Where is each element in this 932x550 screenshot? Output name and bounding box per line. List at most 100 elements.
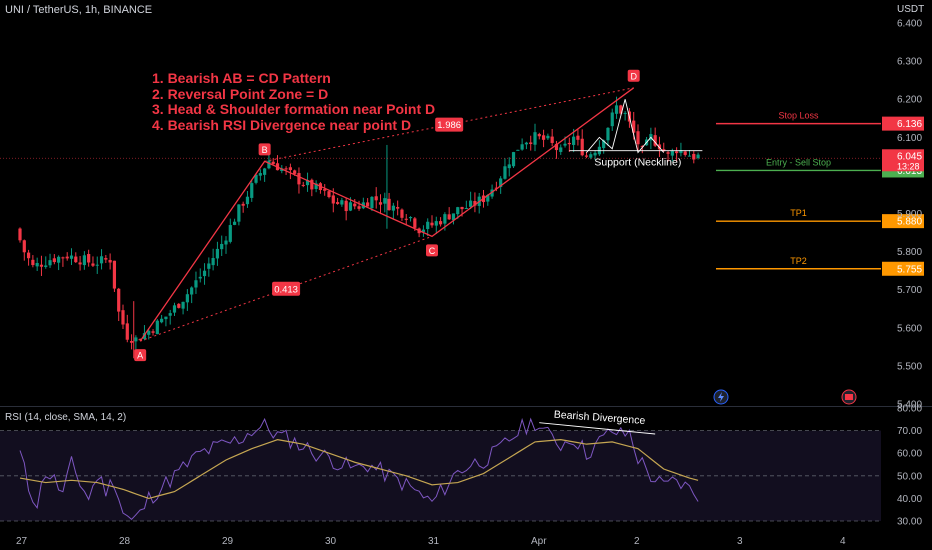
candle-body — [464, 207, 468, 209]
candle-body — [202, 270, 207, 277]
level-price-text: 6.136 — [897, 119, 922, 130]
note-line: 3. Head & Shoulder formation near Point … — [152, 101, 436, 117]
rsi-tick-label: 30.00 — [897, 517, 922, 528]
rsi-band-fill — [0, 430, 881, 521]
candle-body — [271, 161, 275, 165]
candle-body — [224, 240, 228, 245]
candle-body — [31, 259, 35, 266]
candle-body — [696, 154, 700, 159]
candle-body — [91, 263, 95, 266]
neckline-label: Support (Neckline) — [594, 157, 681, 169]
price-axis: 6.400 6.300 6.200 6.100 5.900 5.800 5.700 5.600… — [897, 19, 922, 411]
candle-body — [503, 166, 507, 179]
candle-body — [82, 255, 86, 266]
candle-body — [108, 259, 112, 263]
candle-body — [679, 150, 683, 154]
lightning-icon-glyph — [718, 392, 724, 402]
candle-body — [147, 330, 151, 335]
candle-body — [451, 213, 456, 221]
time-tick-label: 27 — [16, 536, 28, 547]
candle-body — [164, 316, 168, 320]
divergence-line — [539, 422, 656, 435]
candle-body — [353, 203, 357, 207]
candle-body — [78, 262, 82, 265]
candle-body — [207, 263, 211, 269]
price-tick-label: 5.900 — [897, 209, 922, 220]
candle-body — [602, 140, 606, 149]
candle-body — [348, 202, 353, 211]
price-tick-label: 5.500 — [897, 361, 922, 372]
candle-body — [323, 189, 327, 191]
candle-body — [383, 198, 387, 204]
candle-body — [378, 202, 383, 205]
time-tick-label: 30 — [325, 536, 337, 547]
candle-body — [572, 136, 576, 145]
candle-body — [447, 214, 451, 220]
candle-body — [443, 214, 447, 224]
rsi-title: RSI (14, close, SMA, 14, 2) — [5, 412, 127, 423]
candle-body — [366, 202, 370, 207]
price-tick-label: 6.200 — [897, 95, 922, 106]
candle-body — [104, 258, 108, 260]
candle-body — [567, 142, 571, 145]
head-shoulders-sketch — [586, 99, 665, 154]
candle-body — [134, 337, 138, 342]
candle-body — [640, 146, 644, 148]
candle-body — [546, 135, 550, 139]
candle-body — [155, 320, 159, 335]
pivot-letter: C — [429, 246, 436, 256]
candle-body — [413, 218, 417, 228]
level-name: TP2 — [790, 256, 807, 266]
candle-body — [121, 310, 125, 325]
candle-body — [254, 174, 258, 183]
candle-body — [215, 248, 220, 259]
candle-body — [327, 191, 331, 198]
candle-body — [250, 183, 254, 198]
candle-body — [473, 201, 477, 206]
rsi-tick-label: 60.00 — [897, 449, 922, 460]
pivot-label-c — [426, 244, 438, 257]
level-price-text: 6.013 — [897, 166, 922, 177]
candle-body — [511, 152, 516, 167]
current-price-badge — [882, 149, 924, 172]
level-price-badge — [882, 261, 924, 276]
candle-body — [310, 179, 314, 190]
rsi-tick-label: 70.00 — [897, 426, 922, 437]
candle-body — [331, 195, 335, 204]
candle-body — [52, 258, 56, 263]
price-tick-label: 6.400 — [897, 19, 922, 30]
candle-body — [190, 287, 194, 295]
candle-body — [507, 164, 511, 169]
candle-body — [559, 147, 563, 152]
time-tick-label: 28 — [119, 536, 131, 547]
time-tick-label: 3 — [737, 536, 743, 547]
candle-body — [593, 152, 597, 156]
candle-body — [344, 200, 348, 212]
pattern-overlay: A B C D 0.413 1.986 Support (Neckline) — [134, 69, 703, 362]
candle-body — [177, 303, 181, 308]
candle-body — [181, 301, 185, 309]
candle-body — [426, 221, 430, 229]
rsi-line — [19, 417, 699, 520]
candle-body — [284, 168, 288, 170]
candle-body — [22, 240, 26, 253]
candle-body — [614, 105, 619, 114]
ab-ratio-label-bg — [272, 281, 301, 296]
pivot-label-d — [627, 69, 640, 82]
pivot-label-b — [258, 143, 271, 156]
analysis-notes: 1. Bearish AB = CD Pattern 2. Reversal P… — [152, 70, 436, 133]
time-axis: 27 28 29 30 31 Apr 2 3 4 — [16, 536, 846, 547]
candle-body — [490, 189, 494, 197]
flag-icon-glyph — [845, 394, 853, 400]
candle-body — [185, 294, 189, 303]
level-price-text: 5.880 — [897, 217, 922, 228]
candle-body — [87, 254, 91, 263]
candle-body — [374, 196, 378, 201]
candle-body — [675, 151, 679, 154]
pivot-letter: D — [630, 71, 637, 81]
time-tick-label: Apr — [531, 536, 547, 547]
candle-body — [112, 260, 117, 289]
time-tick-label: 2 — [634, 536, 640, 547]
candle-body — [357, 206, 361, 209]
